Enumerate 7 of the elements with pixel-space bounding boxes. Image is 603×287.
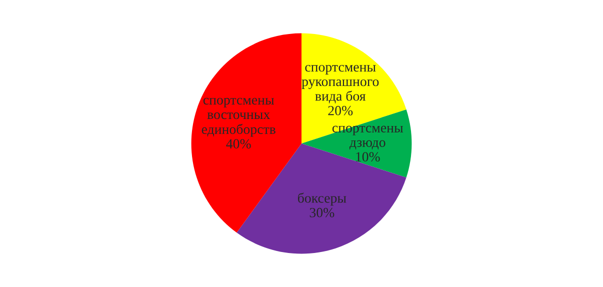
slice-label: боксеры <box>298 192 346 206</box>
data-label: 20% <box>328 106 353 116</box>
slice-label: спортсмены рукопашного вида боя <box>302 64 379 104</box>
data-label: 30% <box>310 208 334 218</box>
data-label: 40% <box>226 139 251 149</box>
data-label: 10% <box>356 152 380 162</box>
slice-label: спортсмены восточных единоборств <box>202 98 276 137</box>
